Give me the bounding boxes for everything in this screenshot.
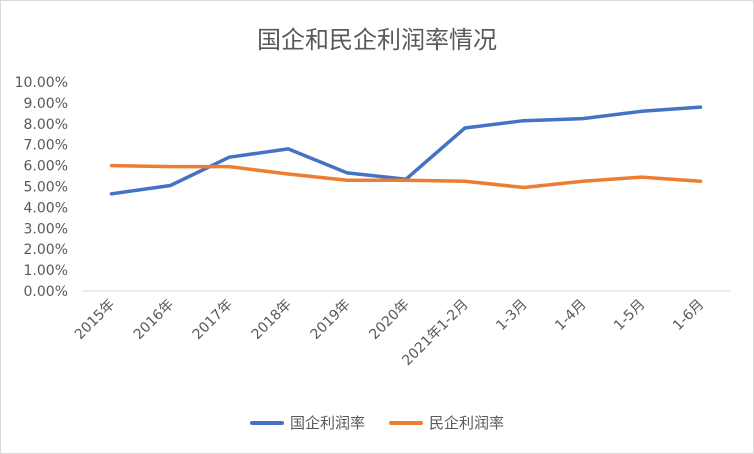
y-tick-label: 2.00% [24,242,68,258]
x-tick-label: 2017年 [190,297,236,343]
y-tick-label: 1.00% [24,263,68,279]
x-tick-label: 1-6月 [670,297,707,334]
legend-swatch-series-2 [389,420,423,425]
y-tick-label: 9.00% [24,96,68,112]
legend-item-series-2: 民企利润率 [389,412,504,433]
x-tick-label: 2016年 [131,297,177,343]
x-tick-label: 1-4月 [552,297,589,334]
x-tick-label: 1-5月 [611,297,648,334]
x-tick-label: 2019年 [308,297,354,343]
legend-label-series-2: 民企利润率 [429,414,505,432]
chart-title: 国企和民企利润率情况 [257,26,497,54]
x-tick-label: 1-3月 [493,297,530,334]
y-tick-label: 5.00% [24,180,68,196]
x-tick-label: 2018年 [249,297,295,343]
legend-swatch-series-1 [249,420,284,425]
y-tick-label: 4.00% [24,200,68,216]
x-tick-label: 2020年 [366,297,412,343]
y-tick-label: 10.00% [15,75,68,91]
legend-label-series-1: 国企利润率 [289,414,365,432]
y-tick-label: 6.00% [24,159,68,175]
y-tick-label: 8.00% [24,117,68,133]
legend-item-series-1: 国企利润率 [249,412,365,433]
y-tick-labels: 0.00% 1.00% 2.00% 3.00% 4.00% 5.00% 6.00% 7.00%… [15,75,68,300]
y-tick-label: 3.00% [24,221,68,237]
series-line-2 [109,163,703,190]
y-tick-label: 0.00% [24,284,68,300]
legend: 国企利润率 民企利润率 [0,412,754,433]
y-tick-label: 7.00% [24,138,68,154]
series-lines [109,105,703,196]
x-tick-label: 2015年 [72,297,118,343]
